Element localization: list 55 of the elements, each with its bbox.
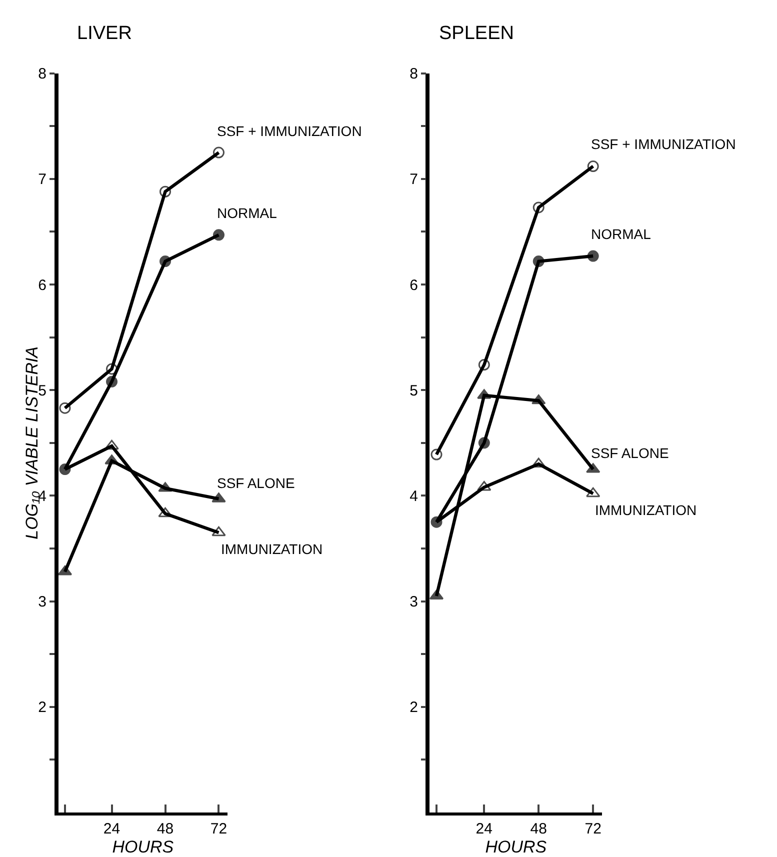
series-label: SSF + IMMUNIZATION <box>591 136 736 152</box>
point <box>587 250 599 262</box>
y-tick-label: 8 <box>410 66 418 83</box>
x-tick-label: 72 <box>584 820 602 838</box>
point <box>106 376 118 388</box>
point <box>212 526 226 536</box>
series-label: SSF ALONE <box>591 445 669 461</box>
point <box>59 402 71 414</box>
point <box>160 186 172 198</box>
y-tick-label: 8 <box>38 66 47 83</box>
point <box>478 437 490 449</box>
y-tick-label: 4 <box>38 488 47 505</box>
point <box>430 516 442 528</box>
x-tick-label: 72 <box>210 820 228 838</box>
series-label: NORMAL <box>217 205 278 221</box>
x-tick-label: 24 <box>103 820 120 838</box>
series-label: IMMUNIZATION <box>595 502 697 518</box>
series-label: SSF + IMMUNIZATION <box>217 123 362 139</box>
x-axis-title: HOURS <box>112 837 174 856</box>
series-label: NORMAL <box>591 226 652 242</box>
y-tick-label: 7 <box>410 171 418 188</box>
point <box>587 160 599 172</box>
point <box>104 440 119 450</box>
chart-title: SPLEEN <box>439 23 514 44</box>
y-tick-label: 3 <box>38 594 47 611</box>
chart-title: LIVER <box>77 23 132 44</box>
y-tick-label: 2 <box>410 699 418 716</box>
series-label: SSF ALONE <box>217 475 295 491</box>
y-tick-label: 6 <box>38 276 47 294</box>
y-tick-label: 5 <box>410 382 418 400</box>
point <box>58 565 72 576</box>
point <box>213 229 224 241</box>
y-tick-label: 4 <box>410 488 418 505</box>
x-tick-label: 48 <box>530 820 547 838</box>
point <box>430 448 442 460</box>
y-tick-label: 6 <box>410 276 418 294</box>
point <box>106 363 118 375</box>
x-tick-label: 24 <box>476 820 492 838</box>
x-axis-title: HOURS <box>485 837 548 856</box>
y-tick-label: 2 <box>38 699 47 716</box>
point <box>477 480 492 491</box>
point <box>160 256 172 268</box>
y-tick-label: 3 <box>410 594 418 611</box>
point <box>59 464 71 476</box>
point <box>532 202 544 214</box>
point <box>532 458 546 468</box>
point <box>158 507 172 518</box>
point <box>586 487 600 498</box>
point <box>532 256 544 268</box>
x-tick-label: 48 <box>156 820 174 838</box>
y-tick-label: 7 <box>38 171 47 188</box>
point <box>478 359 490 371</box>
point <box>213 146 224 158</box>
point <box>532 394 546 404</box>
series-label: IMMUNIZATION <box>221 541 323 557</box>
